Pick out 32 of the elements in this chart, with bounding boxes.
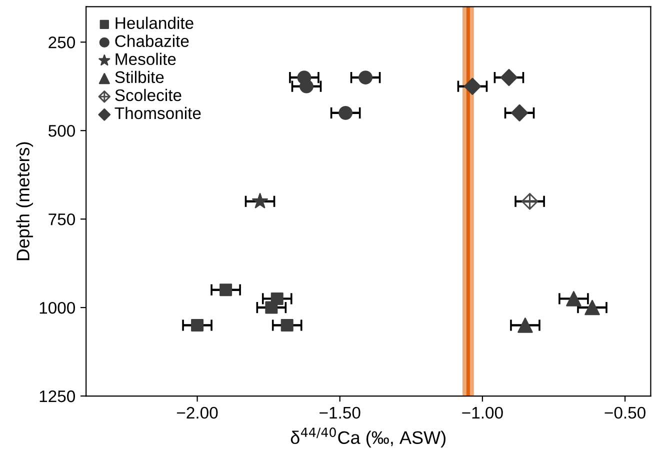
y-tick-label: 250 — [48, 36, 75, 48]
y-axis-title: Depth (meters) — [16, 142, 34, 260]
point — [464, 78, 482, 95]
legend-label: Mesolite — [116, 52, 176, 66]
x-tick-label: −1.50 — [320, 406, 360, 419]
legend-label: Chabazite — [115, 34, 189, 48]
x-tick-label: −1.00 — [462, 406, 503, 419]
point — [265, 301, 278, 314]
point — [566, 291, 582, 306]
legend-label: Heulandite — [116, 16, 194, 29]
point — [191, 318, 204, 332]
x-tick-label: −0.50 — [604, 406, 646, 419]
x-axis-title: δ$^{44/40}$Ca (‰, ASW) — [290, 428, 446, 448]
point — [500, 68, 518, 86]
point — [358, 70, 372, 84]
point — [280, 318, 294, 332]
y-tick-label: 500 — [48, 125, 75, 137]
y-tick-label: 1250 — [40, 390, 75, 402]
legend-label: Thomsonite — [114, 106, 201, 120]
point — [252, 193, 268, 208]
legend-label: Stilbite — [115, 70, 164, 84]
point — [300, 79, 314, 94]
legend-label: Scolecite — [115, 88, 182, 102]
point — [338, 106, 353, 120]
point — [518, 318, 533, 333]
y-tick-label: 750 — [48, 213, 75, 226]
point — [220, 284, 232, 296]
x-tick-label: −2.00 — [177, 406, 218, 419]
point — [521, 192, 538, 210]
point — [584, 300, 600, 316]
y-tick-label: 1000 — [40, 302, 75, 314]
point — [510, 104, 528, 122]
